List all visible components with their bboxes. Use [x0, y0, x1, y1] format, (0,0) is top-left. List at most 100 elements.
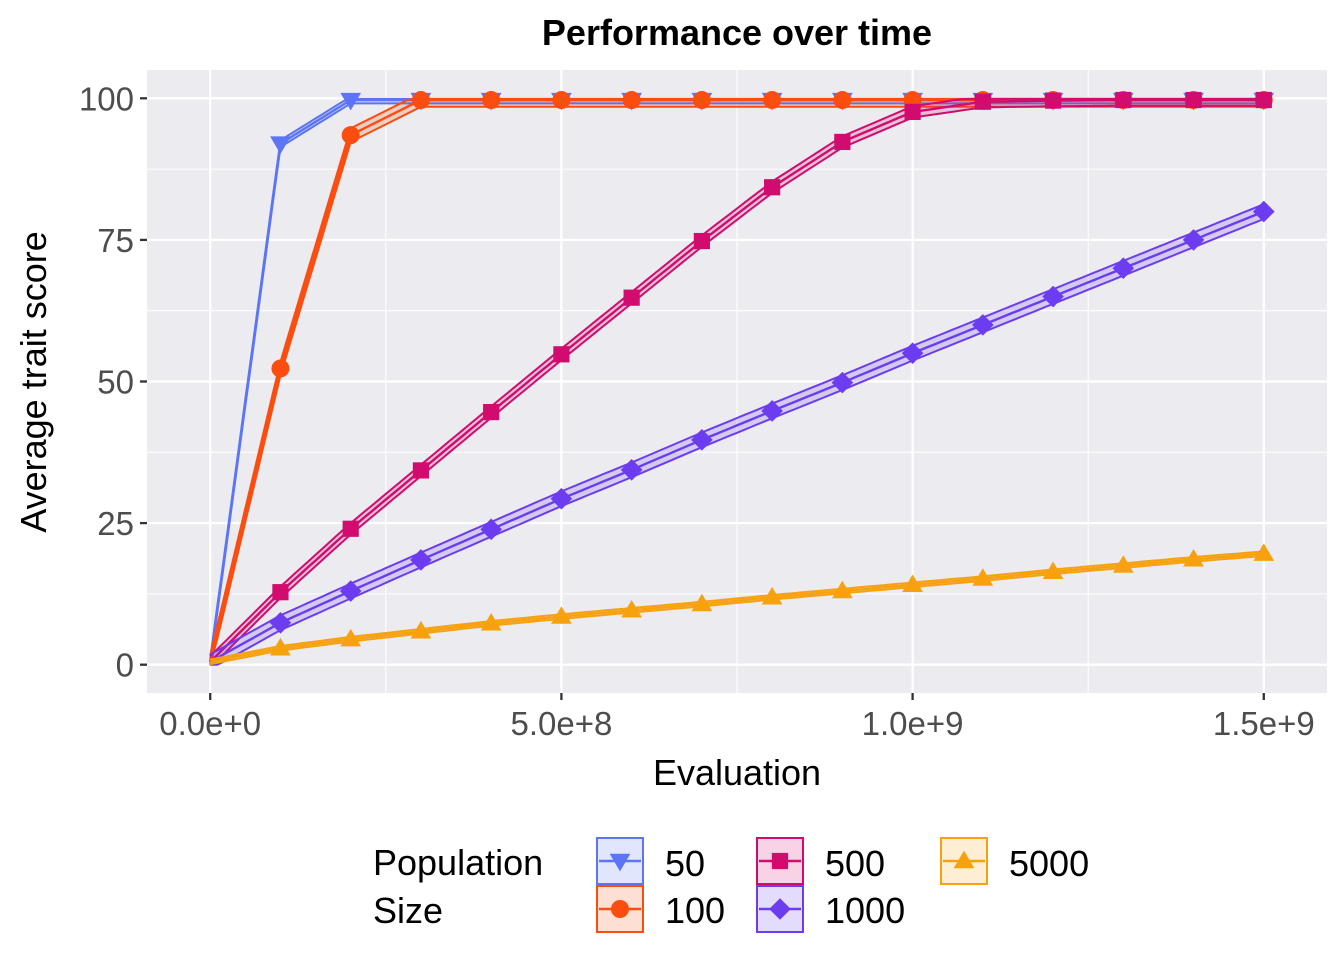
data-point-1000 — [410, 549, 432, 571]
legend-marker-5000 — [953, 850, 975, 869]
legend-item-50: 50 — [596, 837, 705, 885]
series-500 — [209, 91, 1272, 666]
data-point-5000 — [340, 628, 362, 647]
series-line-1000 — [209, 210, 1265, 663]
y-tick-label: 0 — [116, 647, 134, 684]
legend-label-100: 100 — [665, 890, 725, 931]
data-point-100 — [482, 91, 501, 110]
legend-marker-500 — [771, 852, 789, 870]
data-point-1000 — [901, 342, 924, 364]
data-point-5000 — [902, 574, 923, 593]
data-point-5000 — [832, 580, 853, 599]
data-point-100 — [692, 91, 711, 110]
data-point-1000 — [550, 487, 573, 510]
data-point-100 — [341, 126, 360, 145]
series-band-1000 — [210, 204, 1264, 665]
series-line-5000 — [209, 552, 1264, 664]
y-axis-title: Average trait score — [13, 231, 54, 532]
series-lower-line-50 — [209, 102, 1264, 665]
series-layer — [209, 91, 1275, 666]
legend-marker-100 — [611, 900, 629, 918]
x-axis-title: Evaluation — [653, 752, 821, 793]
data-point-100 — [271, 359, 290, 378]
data-point-500 — [1185, 91, 1202, 109]
data-point-1000 — [691, 429, 713, 451]
data-point-1000 — [1112, 257, 1135, 280]
data-point-500 — [412, 462, 430, 479]
axes: 0 25 50 75 100 0.0e+0 5.0e+8 1.0e+9 1.5e+9 — [79, 80, 1315, 742]
data-point-5000 — [1183, 548, 1204, 567]
data-point-500 — [483, 403, 500, 421]
data-point-500 — [764, 179, 781, 196]
data-point-1000 — [761, 400, 783, 422]
legend-title-line-2: Size — [373, 890, 443, 931]
data-point-500 — [693, 232, 710, 250]
legend-label-1000: 1000 — [825, 890, 905, 931]
legend-title-line-1: Population — [373, 842, 543, 883]
y-tick-label: 50 — [97, 364, 134, 401]
data-point-500 — [1044, 92, 1062, 109]
x-tick-label: 1.5e+9 — [1213, 705, 1315, 742]
data-point-5000 — [480, 612, 502, 631]
legend-item-5000: 5000 — [940, 837, 1089, 885]
data-point-1000 — [972, 314, 994, 336]
data-point-500 — [553, 346, 570, 363]
data-point-1000 — [269, 611, 292, 634]
data-point-5000 — [1042, 561, 1064, 579]
chart-title: Performance over time — [542, 12, 932, 53]
y-tick-label: 75 — [97, 222, 134, 259]
data-point-50 — [340, 92, 362, 111]
x-tick-label: 5.0e+8 — [510, 705, 612, 742]
x-tick-label: 1.0e+9 — [862, 705, 964, 742]
series-line-500 — [209, 98, 1264, 663]
data-point-1000 — [1252, 200, 1275, 223]
legend-label-500: 500 — [825, 843, 885, 884]
data-point-5000 — [270, 637, 291, 656]
data-point-500 — [342, 520, 359, 537]
series-lower-line-500 — [209, 104, 1264, 666]
legend-item-100: 100 — [596, 885, 725, 933]
series-upper-line-500 — [209, 97, 1264, 657]
data-point-5000 — [1253, 543, 1275, 561]
data-point-100 — [622, 91, 641, 110]
data-point-50 — [270, 136, 291, 154]
data-point-500 — [623, 289, 640, 306]
data-point-500 — [272, 584, 289, 601]
data-point-100 — [833, 91, 852, 110]
series-band-500 — [210, 98, 1264, 665]
legend-marker-1000 — [769, 898, 791, 920]
x-tick-label: 0.0e+0 — [159, 705, 261, 742]
legend-marker-50 — [609, 853, 631, 872]
series-upper-line-5000 — [210, 550, 1264, 661]
legend-item-500: 500 — [756, 837, 885, 885]
series-5000 — [209, 543, 1275, 666]
data-point-5000 — [410, 620, 432, 639]
data-point-500 — [1255, 91, 1272, 109]
data-point-100 — [411, 91, 430, 110]
data-point-100 — [763, 91, 782, 110]
data-point-500 — [904, 103, 921, 121]
data-point-5000 — [1112, 555, 1134, 573]
series-1000 — [209, 200, 1275, 666]
series-lower-line-5000 — [210, 554, 1264, 666]
y-tick-label: 25 — [97, 505, 134, 542]
legend: Population Size 50 100 500 1000 5000 — [373, 837, 1089, 933]
series-lower-line-1000 — [210, 218, 1265, 666]
data-point-5000 — [551, 606, 572, 624]
data-point-1000 — [1182, 229, 1205, 251]
data-point-5000 — [972, 568, 994, 586]
data-point-1000 — [480, 518, 502, 541]
data-point-100 — [552, 91, 571, 110]
legend-label-5000: 5000 — [1009, 843, 1089, 884]
data-point-500 — [974, 93, 991, 110]
data-point-500 — [1115, 91, 1132, 109]
legend-label-50: 50 — [665, 843, 705, 884]
data-point-5000 — [621, 599, 642, 618]
data-point-1000 — [339, 580, 362, 602]
y-tick-label: 100 — [79, 80, 134, 117]
series-upper-line-1000 — [209, 203, 1265, 656]
legend-item-1000: 1000 — [756, 885, 905, 933]
data-point-1000 — [831, 371, 854, 394]
data-point-1000 — [1042, 285, 1064, 308]
